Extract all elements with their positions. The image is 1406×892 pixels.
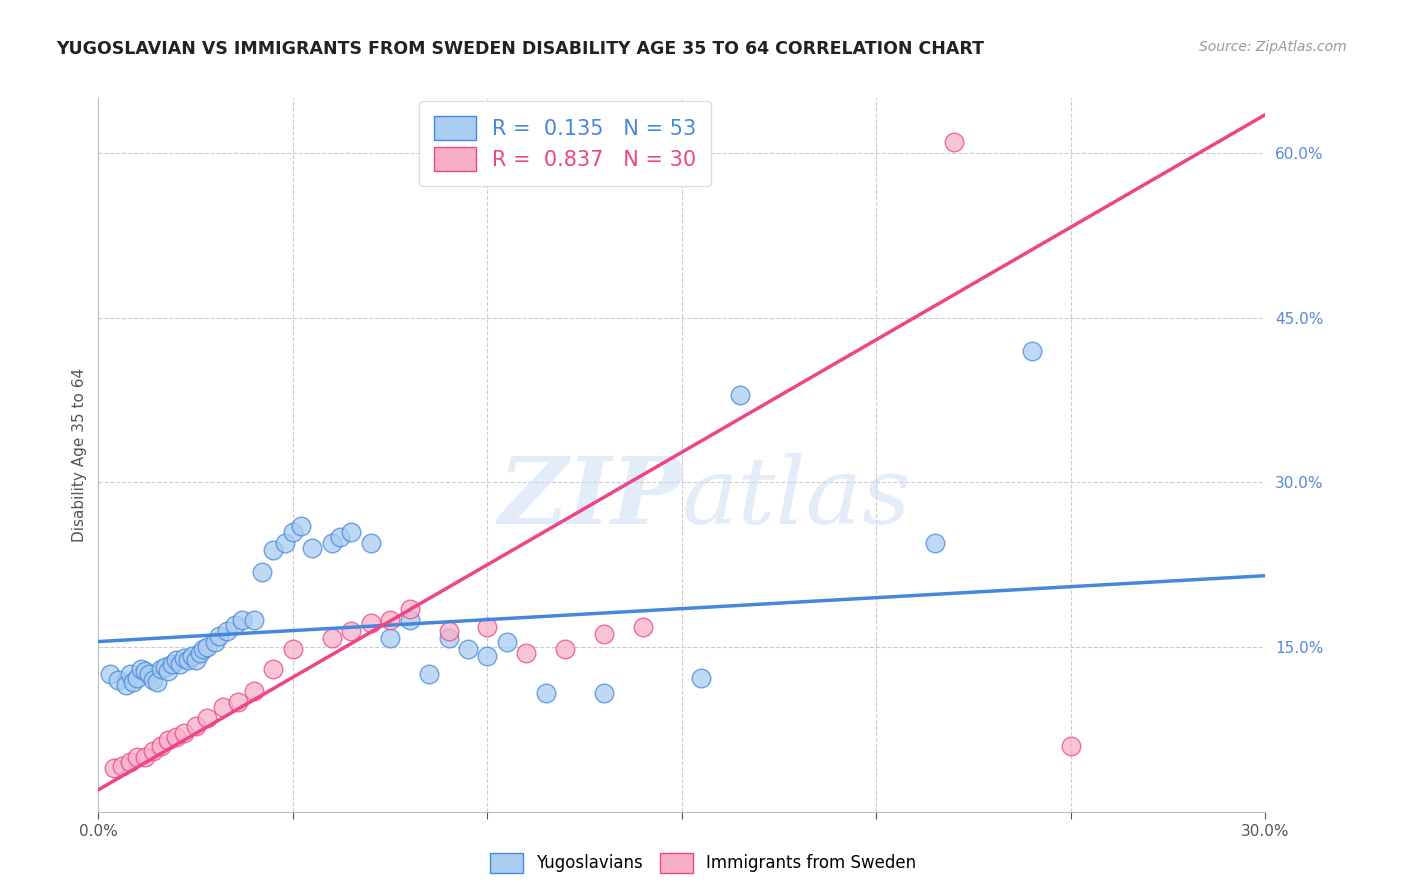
Point: [231, 613, 253, 627]
Point: [184, 719, 207, 733]
Point: [943, 135, 966, 149]
Point: [262, 543, 284, 558]
Point: [193, 642, 215, 657]
Point: [262, 662, 284, 676]
Point: [281, 524, 304, 539]
Point: [477, 620, 499, 634]
Point: [243, 613, 266, 627]
Point: [149, 739, 172, 753]
Point: [340, 624, 363, 638]
Point: [593, 686, 616, 700]
Legend: R =  0.135   N = 53, R =  0.837   N = 30: R = 0.135 N = 53, R = 0.837 N = 30: [419, 102, 711, 186]
Point: [134, 664, 156, 678]
Point: [103, 761, 125, 775]
Point: [138, 667, 160, 681]
Point: [924, 535, 946, 549]
Point: [418, 667, 440, 681]
Point: [554, 642, 576, 657]
Point: [457, 642, 479, 657]
Legend: Yugoslavians, Immigrants from Sweden: Yugoslavians, Immigrants from Sweden: [482, 847, 924, 880]
Point: [111, 758, 134, 772]
Point: [127, 749, 149, 764]
Point: [329, 530, 352, 544]
Point: [215, 624, 238, 638]
Text: ZIP: ZIP: [498, 453, 682, 542]
Point: [360, 615, 382, 630]
Point: [114, 678, 136, 692]
Point: [177, 653, 200, 667]
Point: [107, 673, 129, 687]
Point: [180, 648, 202, 663]
Text: Source: ZipAtlas.com: Source: ZipAtlas.com: [1199, 40, 1347, 54]
Point: [340, 524, 363, 539]
Point: [224, 618, 246, 632]
Point: [243, 684, 266, 698]
Point: [690, 671, 713, 685]
Point: [730, 387, 752, 401]
Point: [162, 657, 184, 671]
Point: [515, 646, 537, 660]
Point: [631, 620, 654, 634]
Point: [398, 613, 420, 627]
Point: [153, 660, 176, 674]
Text: YUGOSLAVIAN VS IMMIGRANTS FROM SWEDEN DISABILITY AGE 35 TO 64 CORRELATION CHART: YUGOSLAVIAN VS IMMIGRANTS FROM SWEDEN DI…: [56, 40, 984, 58]
Point: [274, 535, 297, 549]
Point: [184, 653, 207, 667]
Point: [173, 651, 195, 665]
Point: [149, 662, 172, 676]
Point: [122, 675, 145, 690]
Point: [290, 519, 312, 533]
Point: [477, 648, 499, 663]
Point: [378, 613, 402, 627]
Point: [169, 657, 191, 671]
Point: [398, 601, 420, 615]
Point: [188, 646, 211, 660]
Point: [228, 695, 250, 709]
Point: [1060, 739, 1083, 753]
Point: [495, 634, 517, 648]
Point: [360, 535, 382, 549]
Point: [1021, 343, 1043, 358]
Point: [165, 730, 187, 744]
Point: [173, 725, 195, 739]
Point: [134, 749, 156, 764]
Point: [129, 662, 152, 676]
Point: [593, 627, 616, 641]
Point: [321, 535, 343, 549]
Point: [165, 653, 187, 667]
Point: [157, 664, 180, 678]
Point: [281, 642, 304, 657]
Point: [321, 632, 343, 646]
Point: [208, 629, 231, 643]
Point: [118, 667, 141, 681]
Point: [146, 675, 169, 690]
Point: [212, 700, 235, 714]
Point: [250, 566, 273, 580]
Point: [301, 541, 323, 556]
Point: [157, 733, 180, 747]
Point: [127, 671, 149, 685]
Point: [142, 744, 165, 758]
Point: [204, 634, 226, 648]
Point: [437, 624, 460, 638]
Y-axis label: Disability Age 35 to 64: Disability Age 35 to 64: [72, 368, 87, 542]
Point: [118, 756, 141, 770]
Text: atlas: atlas: [682, 453, 911, 542]
Point: [98, 667, 121, 681]
Point: [142, 673, 165, 687]
Point: [378, 632, 402, 646]
Point: [534, 686, 557, 700]
Point: [437, 632, 460, 646]
Point: [195, 711, 218, 725]
Point: [195, 640, 218, 654]
